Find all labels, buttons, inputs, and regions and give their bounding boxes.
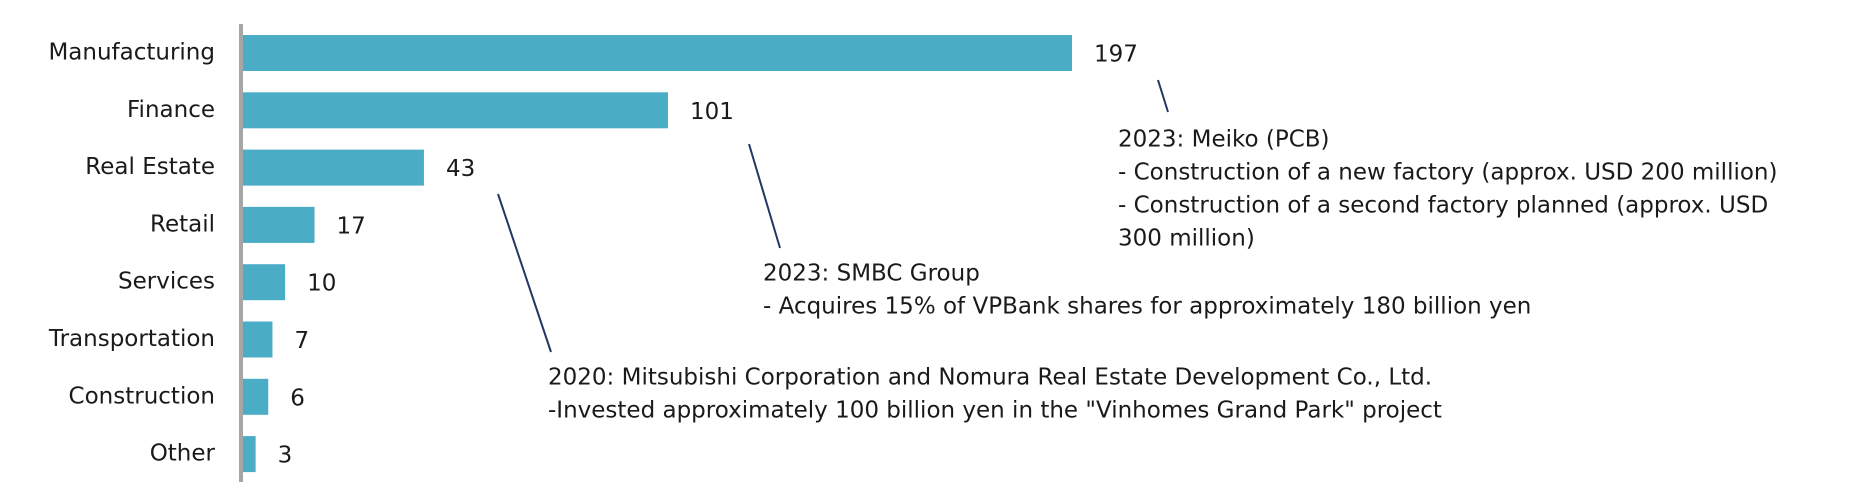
y-tick-label: Other [150,441,216,467]
bar [243,378,269,415]
value-label: 6 [290,385,305,411]
annotation-text: - Construction of a new factory (approx.… [1118,160,1777,186]
annotation-connector [497,193,552,353]
bar [243,92,669,129]
value-label: 10 [307,271,336,297]
annotation-text: 2023: SMBC Group [763,261,980,287]
bar [243,264,286,301]
y-tick-label: Finance [127,97,215,123]
y-tick-label: Construction [69,383,215,409]
y-tick-label: Manufacturing [48,40,215,66]
value-label: 17 [337,213,366,239]
y-tick-label: Transportation [48,326,215,352]
annotation-connector [1157,79,1169,113]
annotation-text: - Acquires 15% of VPBank shares for appr… [763,294,1531,320]
value-label: 197 [1094,42,1138,68]
value-label: 7 [294,328,309,354]
annotation-connector [748,143,781,249]
annotation-text: 2023: Meiko (PCB) [1118,127,1330,153]
bar [243,35,1072,71]
bar [243,206,315,243]
annotation-text: -Invested approximately 100 billion yen … [548,398,1442,424]
annotation-text: 300 million) [1118,226,1255,252]
y-tick-label: Real Estate [85,154,215,180]
bar [243,149,424,186]
value-label: 3 [278,443,293,469]
value-label: 101 [690,99,734,125]
annotation-text: 2020: Mitsubishi Corporation and Nomura … [548,365,1432,391]
value-label: 43 [446,156,475,182]
y-tick-label: Services [118,269,215,295]
annotation-text: - Construction of a second factory plann… [1118,193,1768,219]
y-tick-label: Retail [150,211,215,237]
bar [243,321,273,358]
bar [243,436,256,473]
